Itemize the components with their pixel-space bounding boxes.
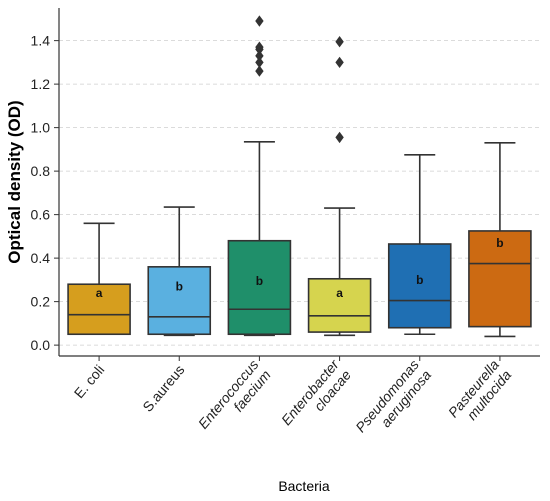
x-axis-label: Bacteria [278, 478, 330, 494]
box-group: b [147, 206, 212, 337]
x-tick-label: Pseudomonasaeruginosa [352, 356, 434, 445]
box-group: a [67, 222, 131, 336]
outlier-point [255, 65, 264, 77]
y-tick-label: 0.4 [31, 250, 51, 266]
x-tick-label-line: S.aureus [139, 362, 187, 415]
box-group: a [307, 36, 372, 337]
box-group: b [387, 154, 452, 336]
y-tick-label: 0.0 [31, 337, 51, 353]
outlier-point [335, 56, 344, 69]
y-tick-label: 0.8 [31, 163, 51, 179]
outlier-point [335, 36, 344, 48]
box-iqr [468, 230, 532, 328]
y-axis-label: Optical density (OD) [5, 100, 24, 263]
group-label: a [96, 286, 103, 300]
box-iqr [307, 277, 372, 333]
grid-lines [59, 40, 540, 346]
y-tick-label: 1.0 [31, 120, 51, 136]
axes [58, 8, 540, 357]
y-tick-label: 1.2 [31, 76, 51, 92]
x-tick-label: Pasteurellamultocida [445, 356, 515, 430]
y-tick-label: 0.6 [31, 207, 51, 223]
x-tick-label-line: E. coli [71, 362, 108, 401]
group-label: b [496, 236, 503, 250]
outlier-point [255, 15, 264, 27]
x-tick-label: E. coli [71, 362, 108, 401]
outlier-point [255, 56, 264, 69]
x-tick-label: Enterococcusfaecium [195, 356, 274, 442]
box-group: b [468, 142, 532, 338]
y-tick-label: 0.2 [31, 294, 51, 310]
x-axis-ticks: E. coli S.aureus Enterococcusfaecium Entero… [71, 355, 515, 445]
y-tick-label: 1.4 [31, 33, 51, 49]
x-tick-label: S.aureus [139, 362, 187, 415]
group-label: a [336, 286, 343, 300]
outlier-point [255, 50, 264, 62]
group-label: b [176, 279, 183, 293]
group-label: b [256, 274, 263, 288]
box-group: b [227, 15, 292, 337]
box-iqr [227, 239, 292, 336]
outlier-point [255, 41, 264, 53]
outlier-point [335, 131, 344, 144]
box-iqr [387, 243, 452, 329]
box-iqr [67, 283, 131, 336]
box-iqr [147, 266, 212, 336]
box-series: a b b a b b [67, 15, 532, 338]
x-tick-label: Enterobactercloacae [278, 355, 355, 438]
group-label: b [416, 273, 423, 287]
y-axis-ticks: 0.0 0.2 0.4 0.6 0.8 1.0 1.2 1.4 [31, 33, 59, 353]
